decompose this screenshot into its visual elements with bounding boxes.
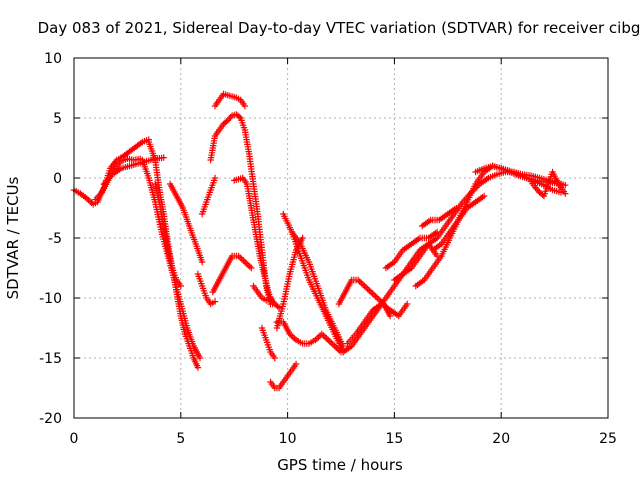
series-arc7 (166, 180, 206, 266)
series-arc11 (211, 90, 249, 110)
x-tick-label: 5 (176, 431, 185, 447)
y-tick-label: -20 (39, 411, 62, 427)
plus-markers (199, 174, 219, 218)
series-arc29 (472, 162, 565, 196)
series-arc9 (199, 174, 219, 218)
axis-ticks (73, 57, 609, 419)
plus-markers (152, 180, 184, 290)
y-tick-label: -15 (39, 351, 62, 367)
series-arc27 (429, 192, 488, 254)
plus-markers (429, 192, 488, 254)
x-tick-labels: 0 5 10 15 20 25 (70, 431, 617, 447)
series-arc8 (194, 270, 219, 308)
series-arc17 (273, 318, 345, 356)
plus-markers (335, 276, 394, 320)
plus-markers (211, 90, 249, 110)
y-tick-label: 5 (53, 111, 62, 127)
y-tick-label: -10 (39, 291, 62, 307)
series-arc13 (209, 252, 255, 296)
plus-markers (194, 270, 219, 308)
series-arc16 (267, 360, 300, 392)
plus-markers (382, 228, 441, 272)
plus-markers (231, 174, 276, 308)
chart-title: Day 083 of 2021, Sidereal Day-to-day VTE… (38, 19, 640, 37)
plus-markers (273, 318, 345, 356)
x-axis-label: GPS time / hours (277, 456, 403, 474)
grid-lines (74, 58, 608, 418)
x-tick-label: 20 (492, 431, 510, 447)
x-tick-label: 25 (599, 431, 617, 447)
y-axis-label: SDTVAR / TECUs (4, 176, 22, 299)
plus-markers (250, 282, 283, 311)
series-arc30 (527, 168, 569, 200)
x-tick-label: 0 (70, 431, 79, 447)
plus-markers (280, 210, 347, 356)
plus-markers (472, 162, 565, 196)
y-tick-label: 0 (53, 171, 62, 187)
series-arc20 (288, 228, 347, 350)
series-arc19 (280, 210, 347, 356)
plus-markers (419, 204, 460, 230)
y-tick-labels: -20 -15 -10 -5 0 5 10 (39, 51, 62, 427)
y-tick-label: 10 (44, 51, 62, 67)
series-arc24 (382, 228, 441, 272)
plus-markers (527, 168, 569, 200)
plus-markers (267, 360, 300, 392)
y-tick-label: -5 (48, 231, 62, 247)
series-arc15 (258, 324, 278, 362)
plus-markers (288, 228, 347, 350)
x-tick-label: 10 (279, 431, 297, 447)
plus-markers (258, 324, 278, 362)
series-arc14 (250, 282, 283, 311)
series-arc6 (152, 180, 184, 290)
plus-markers (166, 180, 206, 266)
series-arc28 (419, 204, 460, 230)
x-tick-label: 15 (385, 431, 403, 447)
series-arc12 (231, 174, 276, 308)
plus-markers (209, 252, 255, 296)
data-points (70, 90, 569, 392)
series-arc23 (335, 276, 394, 320)
